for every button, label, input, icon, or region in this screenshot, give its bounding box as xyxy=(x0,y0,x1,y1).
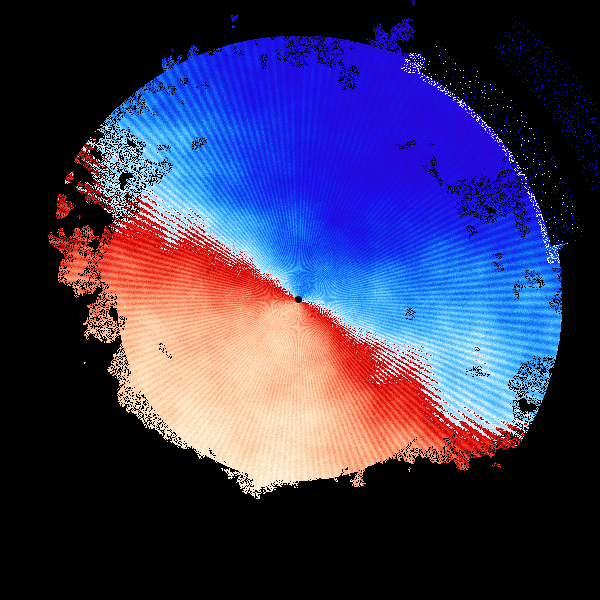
radar-velocity-canvas[interactable] xyxy=(0,0,600,600)
radar-display[interactable]: Doppler Radial Velocity kt Inbound (towa… xyxy=(0,0,600,600)
